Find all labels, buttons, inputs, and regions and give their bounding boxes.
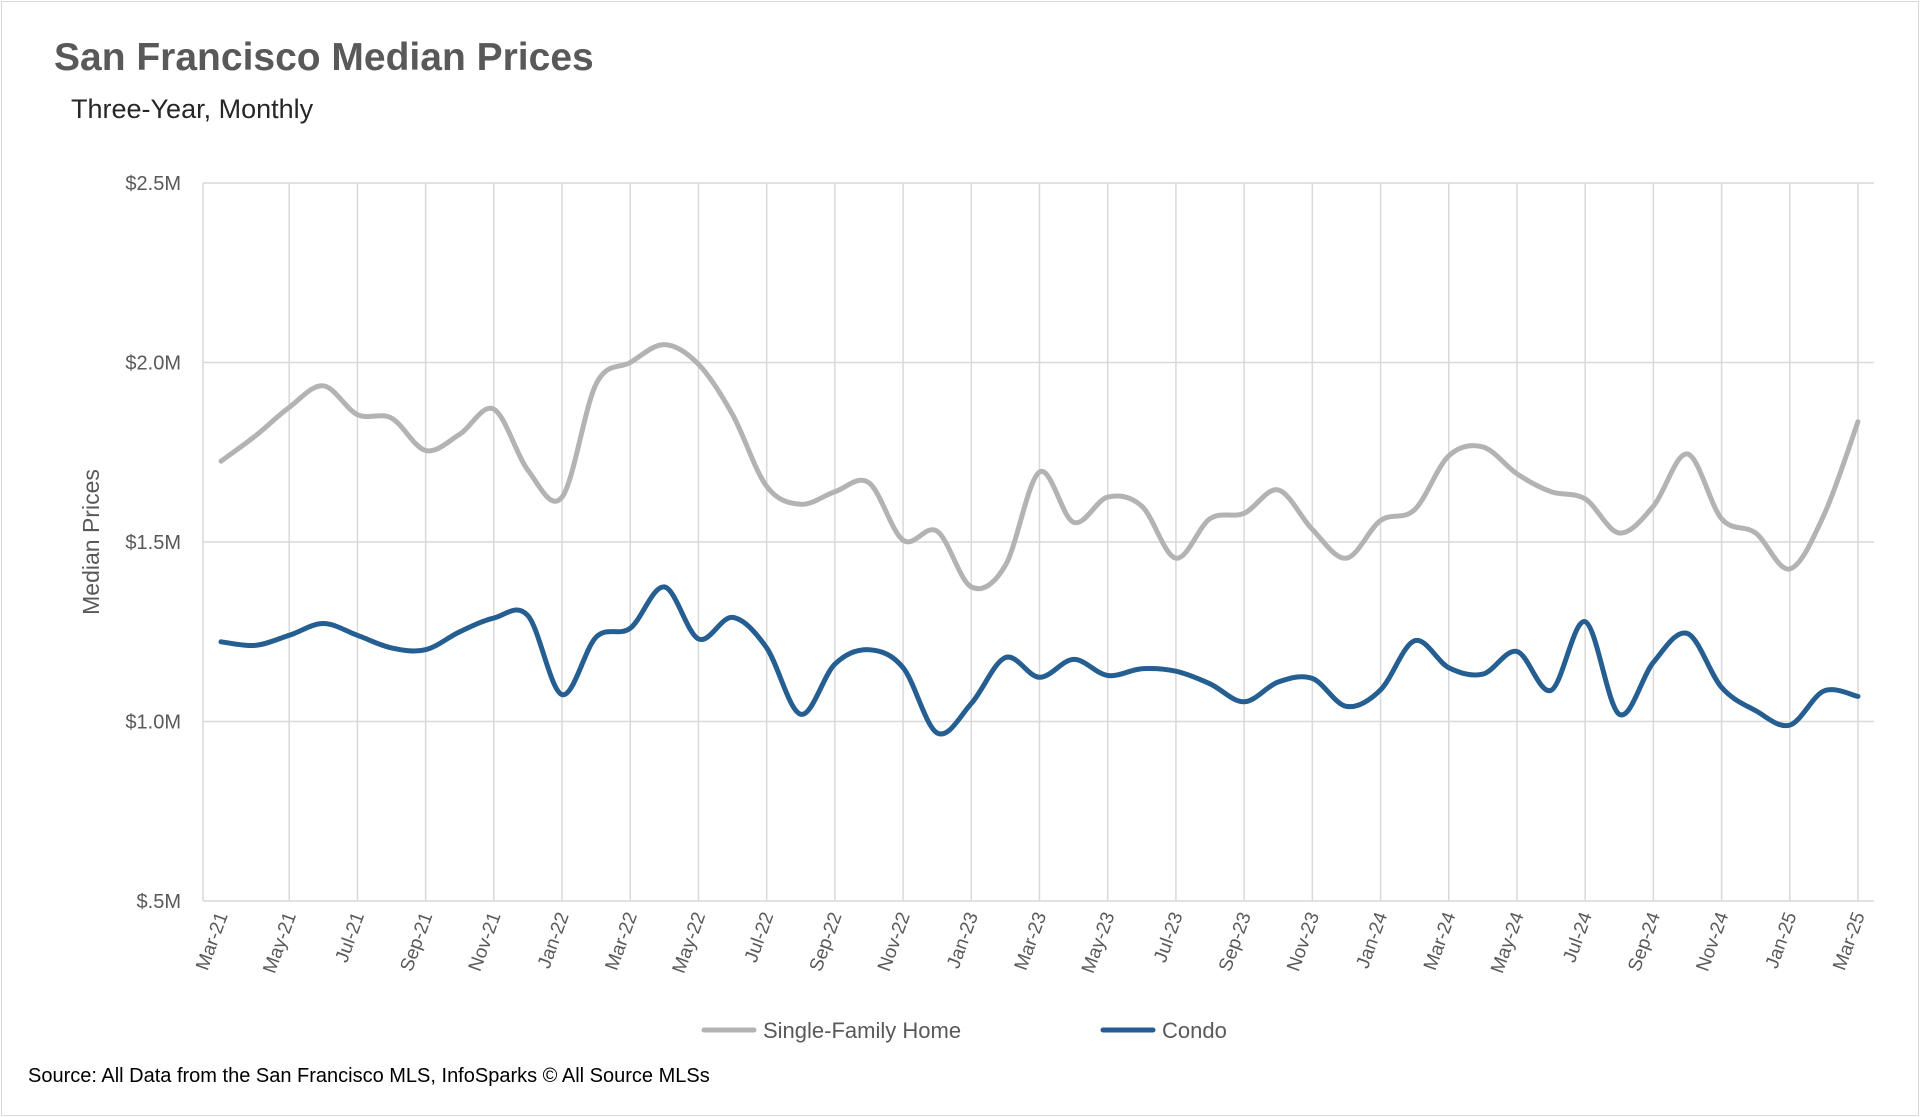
x-tick-label: Mar-22 bbox=[602, 910, 642, 974]
y-tick-label: $2.0M bbox=[125, 353, 181, 375]
x-tick-label: Jul-22 bbox=[741, 910, 778, 966]
x-tick-label: Jul-24 bbox=[1559, 909, 1597, 965]
vertical-gridlines bbox=[202, 183, 1859, 901]
x-tick-label: May-24 bbox=[1487, 909, 1529, 976]
x-tick-label: Jan-24 bbox=[1353, 909, 1393, 971]
series-line-single-family bbox=[218, 342, 1861, 592]
x-tick-label: Nov-21 bbox=[465, 910, 506, 975]
x-tick-label: Sep-21 bbox=[397, 910, 438, 975]
y-tick-label: $1.0M bbox=[125, 712, 181, 734]
legend-label-condo: Condo bbox=[1162, 1018, 1227, 1043]
x-tick-label: Jan-23 bbox=[943, 910, 983, 972]
x-tick-label: Jan-22 bbox=[534, 910, 574, 972]
x-tick-label: Sep-24 bbox=[1624, 909, 1665, 974]
x-tick-label: Jul-23 bbox=[1150, 910, 1187, 966]
x-tick-label: May-21 bbox=[260, 910, 301, 977]
chart-title: San Francisco Median Prices bbox=[54, 36, 594, 79]
series-lines bbox=[218, 342, 1861, 737]
x-tick-label: Sep-23 bbox=[1215, 910, 1256, 975]
x-tick-label: Jul-21 bbox=[332, 910, 369, 966]
source-note: Source: All Data from the San Francisco … bbox=[28, 1065, 710, 1087]
y-tick-label: $1.5M bbox=[125, 532, 181, 554]
y-tick-label: $2.5M bbox=[125, 173, 181, 195]
x-tick-label: May-22 bbox=[669, 910, 710, 977]
y-axis-tick-labels: $.5M $1.0M $1.5M $2.0M $2.5M bbox=[125, 173, 181, 913]
x-axis-tick-labels: Mar-21 May-21 Jul-21 Sep-21 Nov-21 Jan-22 Mar-… bbox=[192, 909, 1869, 976]
x-tick-label: Nov-24 bbox=[1693, 909, 1734, 974]
x-tick-label: Mar-25 bbox=[1829, 910, 1869, 974]
x-tick-label: Mar-21 bbox=[192, 910, 232, 974]
x-tick-label: Sep-22 bbox=[806, 910, 847, 975]
chart-subtitle: Three-Year, Monthly bbox=[71, 94, 314, 124]
y-axis-label: Median Prices bbox=[78, 469, 104, 615]
x-tick-label: Nov-23 bbox=[1283, 910, 1324, 975]
horizontal-gridlines bbox=[203, 182, 1874, 902]
legend: Single-Family Home Condo bbox=[701, 1018, 1227, 1043]
series-line-condo bbox=[218, 584, 1861, 737]
x-tick-label: Mar-24 bbox=[1420, 909, 1460, 973]
x-tick-label: Nov-22 bbox=[874, 910, 915, 975]
x-tick-label: May-23 bbox=[1078, 910, 1119, 977]
x-tick-label: Mar-23 bbox=[1011, 910, 1051, 974]
x-tick-label: Jan-25 bbox=[1762, 910, 1802, 972]
legend-label-single-family: Single-Family Home bbox=[763, 1018, 961, 1043]
y-tick-label: $.5M bbox=[137, 891, 181, 913]
